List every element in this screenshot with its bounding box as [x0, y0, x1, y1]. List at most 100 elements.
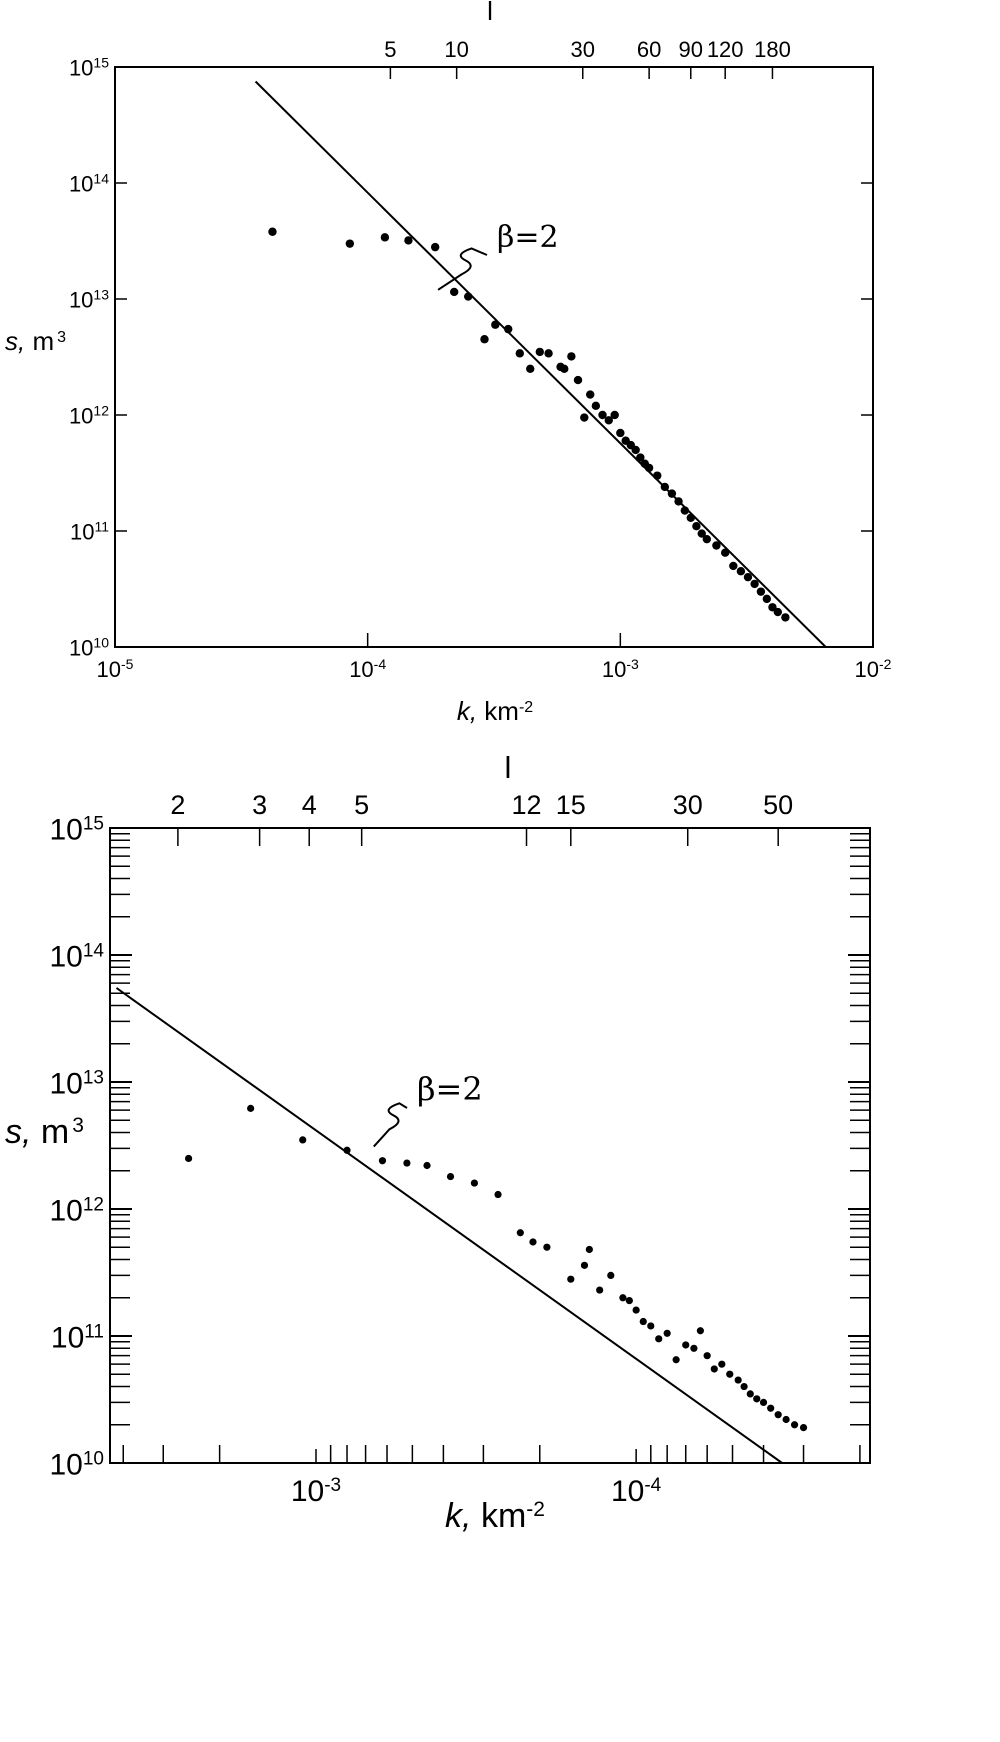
data-point — [696, 1327, 704, 1335]
x-tick-label-part-1: -5 — [121, 656, 134, 672]
data-point — [299, 1136, 307, 1144]
y-tick-label-part-1: 13 — [83, 1067, 104, 1088]
top-tick-label: 10 — [444, 37, 468, 62]
data-point — [598, 410, 607, 420]
y-tick-label: 1010 — [49, 1448, 104, 1482]
x-axis-label-part-3: -2 — [519, 699, 533, 716]
data-point — [516, 1229, 524, 1237]
data-point — [625, 1296, 633, 1305]
data-point — [580, 413, 589, 422]
x-tick-label-part-1: -4 — [374, 656, 387, 672]
data-point — [446, 1172, 455, 1181]
data-point — [686, 513, 695, 522]
y-axis-label-part-2: m — [32, 326, 54, 356]
y-tick-label-part-1: 10 — [93, 634, 109, 650]
data-point — [736, 567, 746, 576]
y-tick-label-part-1: 14 — [83, 940, 105, 961]
top-tick-label: 12 — [511, 790, 541, 820]
data-point — [667, 489, 677, 498]
y-tick-label-part-0: 10 — [69, 55, 93, 80]
y-tick-label: 1014 — [49, 940, 104, 974]
data-point — [632, 1306, 640, 1314]
top-tick-label: 90 — [679, 37, 703, 62]
x-tick-label-part-1: -2 — [879, 656, 892, 672]
data-point — [515, 349, 524, 358]
data-point — [619, 1294, 627, 1302]
plot-frame — [109, 827, 871, 1464]
x-tick-label-part-0: 10 — [602, 657, 626, 682]
top-tick-label: 4 — [302, 790, 317, 820]
data-point — [672, 1356, 680, 1364]
data-point — [580, 1261, 589, 1269]
data-point — [767, 1404, 775, 1412]
data-point — [655, 1335, 663, 1343]
data-point — [799, 1423, 808, 1432]
y-tick-label-part-0: 10 — [69, 635, 93, 660]
data-point — [343, 1146, 351, 1154]
data-point — [504, 324, 513, 334]
data-point — [604, 416, 613, 425]
x-tick-label-part-0: 10 — [349, 657, 373, 682]
top-tick-label: 180 — [754, 37, 791, 62]
data-point — [526, 364, 535, 374]
data-point — [774, 1411, 782, 1419]
data-point — [607, 1271, 615, 1280]
data-point — [756, 587, 766, 596]
fit-line-label: β=2 — [417, 1070, 483, 1108]
x-axis-label-part-2: km — [481, 1497, 526, 1535]
x-tick-label-part-1: -3 — [324, 1475, 341, 1496]
y-tick-label: 1015 — [69, 54, 109, 80]
y-axis-label-part-3: 3 — [72, 1114, 84, 1137]
data-point — [378, 1157, 387, 1165]
y-tick-label: 1013 — [69, 286, 109, 312]
data-point — [567, 352, 576, 361]
x-tick-label: 10-3 — [602, 656, 639, 682]
x-axis-label-part-1 — [477, 696, 484, 726]
data-point — [762, 594, 772, 604]
data-point — [345, 239, 355, 248]
y-axis-label-part-1 — [25, 326, 32, 356]
data-point — [703, 1352, 711, 1360]
data-point — [449, 287, 459, 297]
top-tick-label: 120 — [707, 37, 744, 62]
data-point — [773, 607, 783, 617]
x-tick-label: 10-3 — [291, 1475, 341, 1509]
data-point — [464, 292, 473, 301]
data-point — [663, 1329, 671, 1337]
data-point — [586, 390, 595, 399]
y-tick-label-part-1: 11 — [94, 518, 109, 534]
data-point — [610, 410, 619, 420]
data-point — [682, 1341, 690, 1349]
y-axis-label-part-0: s, — [5, 1113, 31, 1151]
x-tick-label-part-0: 10 — [291, 1475, 324, 1508]
y-tick-label-part-0: 10 — [49, 1448, 82, 1481]
data-point — [680, 506, 690, 515]
data-point — [529, 1238, 537, 1246]
data-point — [729, 561, 738, 571]
y-tick-label-part-1: 11 — [84, 1321, 104, 1342]
x-tick-label: 10-5 — [97, 656, 134, 682]
y-tick-label-part-1: 14 — [93, 170, 109, 186]
y-tick-label-part-0: 10 — [69, 403, 93, 428]
x-tick-label: 10-4 — [611, 1475, 662, 1509]
data-point — [631, 445, 640, 455]
y-tick-label-part-0: 10 — [69, 287, 93, 312]
data-point — [759, 1398, 768, 1407]
y-tick-label-part-0: 10 — [49, 813, 82, 846]
y-tick-label-part-0: 10 — [70, 519, 94, 544]
data-point — [690, 1344, 698, 1352]
fit-line — [115, 987, 783, 1464]
annotation-leader — [437, 247, 488, 291]
x-axis-label-part-0: k, — [445, 1497, 471, 1535]
y-tick-label-part-1: 15 — [93, 54, 109, 70]
y-tick-label: 1011 — [51, 1321, 104, 1355]
data-point — [710, 1365, 718, 1373]
y-tick-label: 1010 — [69, 634, 109, 660]
top-tick-label: 3 — [252, 790, 267, 820]
x-tick-label-part-1: -4 — [644, 1475, 661, 1496]
top-tick-label: 60 — [637, 37, 661, 62]
data-point — [726, 1370, 734, 1378]
y-tick-label: 1013 — [49, 1067, 104, 1101]
y-axis-label-part-1 — [31, 1113, 40, 1151]
